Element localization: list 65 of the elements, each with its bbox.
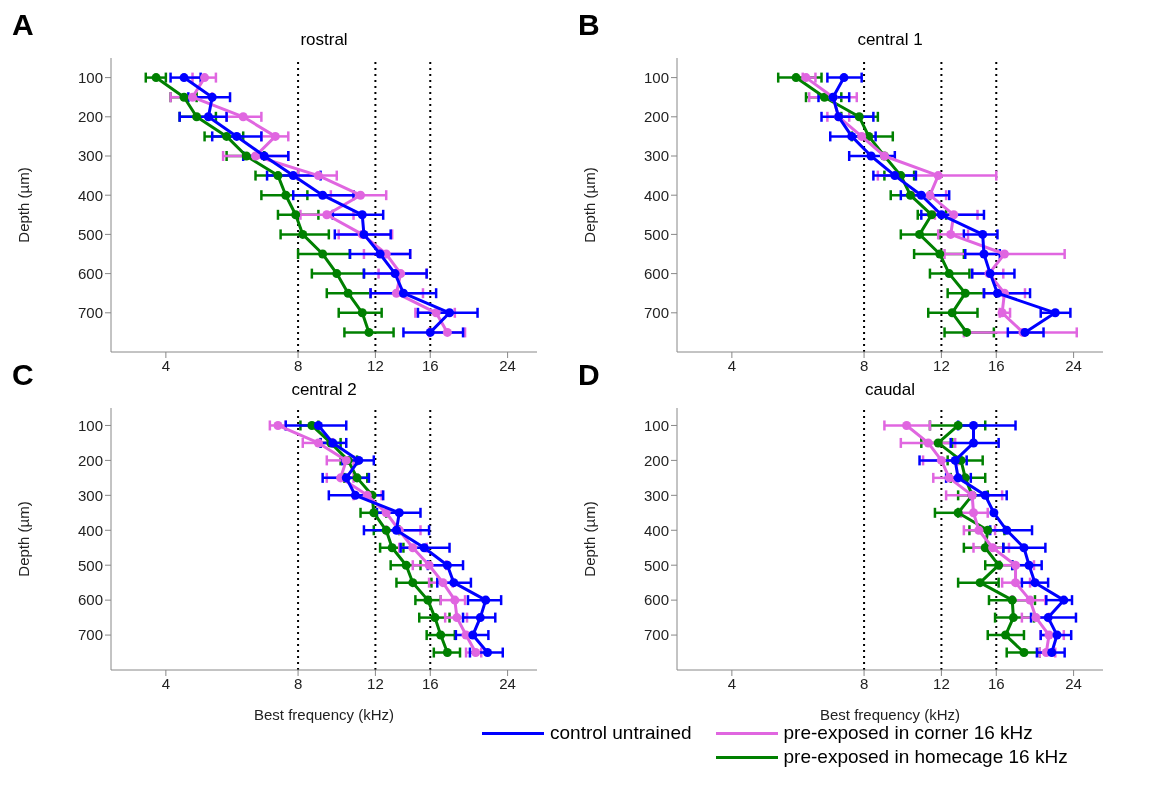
x-tick-label: 8 bbox=[293, 674, 303, 692]
x-tick-label: 12 bbox=[933, 674, 950, 692]
y-axis-title: Depth (µm) bbox=[581, 167, 599, 243]
y-axis-title: Depth (µm) bbox=[15, 501, 33, 577]
x-tick-label: 4 bbox=[727, 356, 737, 374]
x-tick-label: 4 bbox=[161, 674, 171, 692]
y-tick-label: 600 bbox=[77, 264, 103, 282]
y-tick-label: 400 bbox=[77, 186, 103, 204]
chart-title: central 1 bbox=[856, 30, 924, 50]
x-tick-label: 24 bbox=[1065, 356, 1082, 374]
y-tick-label: 300 bbox=[77, 486, 103, 504]
x-tick-label: 8 bbox=[293, 356, 303, 374]
legend-label: pre-exposed in corner 16 kHz bbox=[783, 722, 1033, 744]
x-tick-label: 12 bbox=[933, 356, 950, 374]
text: B bbox=[578, 8, 600, 42]
y-tick-label: 700 bbox=[77, 626, 103, 644]
y-tick-label: 100 bbox=[643, 416, 669, 434]
x-tick-label: 16 bbox=[421, 356, 439, 374]
y-tick-label: 700 bbox=[643, 304, 669, 322]
text: A bbox=[12, 8, 34, 42]
legend-label: pre-exposed in homecage 16 kHz bbox=[783, 746, 1068, 768]
y-tick-label: 400 bbox=[77, 521, 103, 539]
y-tick-label: 100 bbox=[643, 68, 669, 86]
text: C bbox=[12, 358, 34, 392]
legend-label: control untrained bbox=[550, 722, 692, 744]
x-axis-title: Best frequency (kHz) bbox=[253, 706, 395, 723]
y-tick-label: 200 bbox=[77, 108, 103, 126]
x-tick-label: 24 bbox=[1065, 674, 1082, 692]
y-tick-label: 400 bbox=[643, 186, 669, 204]
x-tick-label: 4 bbox=[161, 356, 171, 374]
x-tick-label: 16 bbox=[421, 674, 439, 692]
x-tick-label: 12 bbox=[367, 356, 384, 374]
chart-title: rostral bbox=[299, 30, 349, 50]
x-tick-label: 24 bbox=[499, 356, 516, 374]
x-tick-label: 8 bbox=[859, 674, 869, 692]
y-tick-label: 300 bbox=[643, 147, 669, 165]
text: D bbox=[578, 358, 600, 392]
y-tick-label: 500 bbox=[643, 556, 669, 574]
x-axis-title: Best frequency (kHz) bbox=[819, 706, 961, 723]
x-tick-label: 8 bbox=[859, 356, 869, 374]
y-tick-label: 200 bbox=[77, 451, 103, 469]
x-tick-label: 16 bbox=[987, 356, 1005, 374]
y-tick-label: 100 bbox=[77, 416, 103, 434]
x-tick-label: 4 bbox=[727, 674, 737, 692]
y-axis-title: Depth (µm) bbox=[581, 501, 599, 577]
chart-title: caudal bbox=[863, 380, 917, 400]
y-tick-label: 100 bbox=[77, 68, 103, 86]
y-tick-label: 500 bbox=[77, 225, 103, 243]
y-axis-title: Depth (µm) bbox=[15, 167, 33, 243]
y-tick-label: 700 bbox=[77, 304, 103, 322]
y-tick-label: 200 bbox=[643, 451, 669, 469]
y-tick-label: 600 bbox=[77, 591, 103, 609]
y-tick-label: 600 bbox=[643, 264, 669, 282]
y-tick-label: 500 bbox=[643, 225, 669, 243]
y-tick-label: 600 bbox=[643, 591, 669, 609]
x-tick-label: 24 bbox=[499, 674, 516, 692]
y-tick-label: 300 bbox=[77, 147, 103, 165]
x-tick-label: 12 bbox=[367, 674, 384, 692]
y-tick-label: 700 bbox=[643, 626, 669, 644]
y-tick-label: 200 bbox=[643, 108, 669, 126]
chart-title: central 2 bbox=[290, 380, 358, 400]
y-tick-label: 300 bbox=[643, 486, 669, 504]
y-tick-label: 400 bbox=[643, 521, 669, 539]
x-tick-label: 16 bbox=[987, 674, 1005, 692]
y-tick-label: 500 bbox=[77, 556, 103, 574]
